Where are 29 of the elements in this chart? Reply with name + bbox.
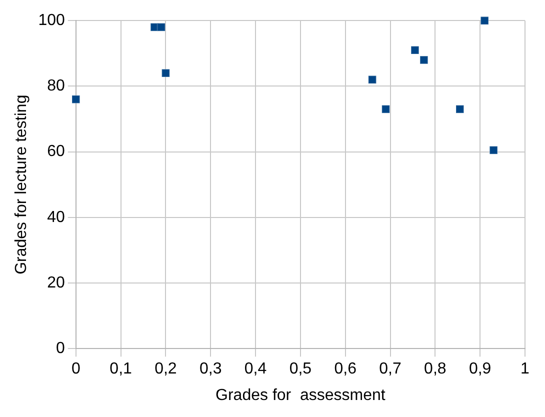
point xyxy=(489,146,498,155)
x-tick-label: 0,7 xyxy=(379,360,402,378)
y-tick-label: 100 xyxy=(38,12,65,30)
x-tick-label: 1 xyxy=(520,360,530,378)
point xyxy=(72,94,80,104)
point xyxy=(381,104,390,114)
x-tick-label: 0 xyxy=(71,360,80,378)
y-tick-label: 0 xyxy=(56,340,65,358)
x-tick-label: 0,2 xyxy=(154,360,177,378)
point xyxy=(368,75,377,84)
y-tick-label: 80 xyxy=(47,78,65,95)
y-axis-title: Grades for lecture testing xyxy=(13,94,30,274)
x-tick-label: 0,9 xyxy=(468,360,492,378)
point xyxy=(156,22,166,32)
x-axis-title: Grades for assessment xyxy=(216,386,386,404)
point xyxy=(161,68,170,78)
x-tick-label: 0,6 xyxy=(334,360,357,378)
x-tick-label: 0,3 xyxy=(200,360,222,378)
x-tick-label: 0,1 xyxy=(110,360,132,378)
y-tick-label: 20 xyxy=(47,274,65,292)
point xyxy=(410,46,420,55)
y-tick-label: 60 xyxy=(47,143,65,160)
x-tick-label: 0,4 xyxy=(244,360,267,378)
x-tick-label: 0,5 xyxy=(289,360,312,378)
point xyxy=(420,56,428,64)
point xyxy=(455,104,464,114)
point xyxy=(480,16,489,25)
x-tick-label: 0,8 xyxy=(424,360,446,378)
y-tick-label: 40 xyxy=(47,208,65,226)
